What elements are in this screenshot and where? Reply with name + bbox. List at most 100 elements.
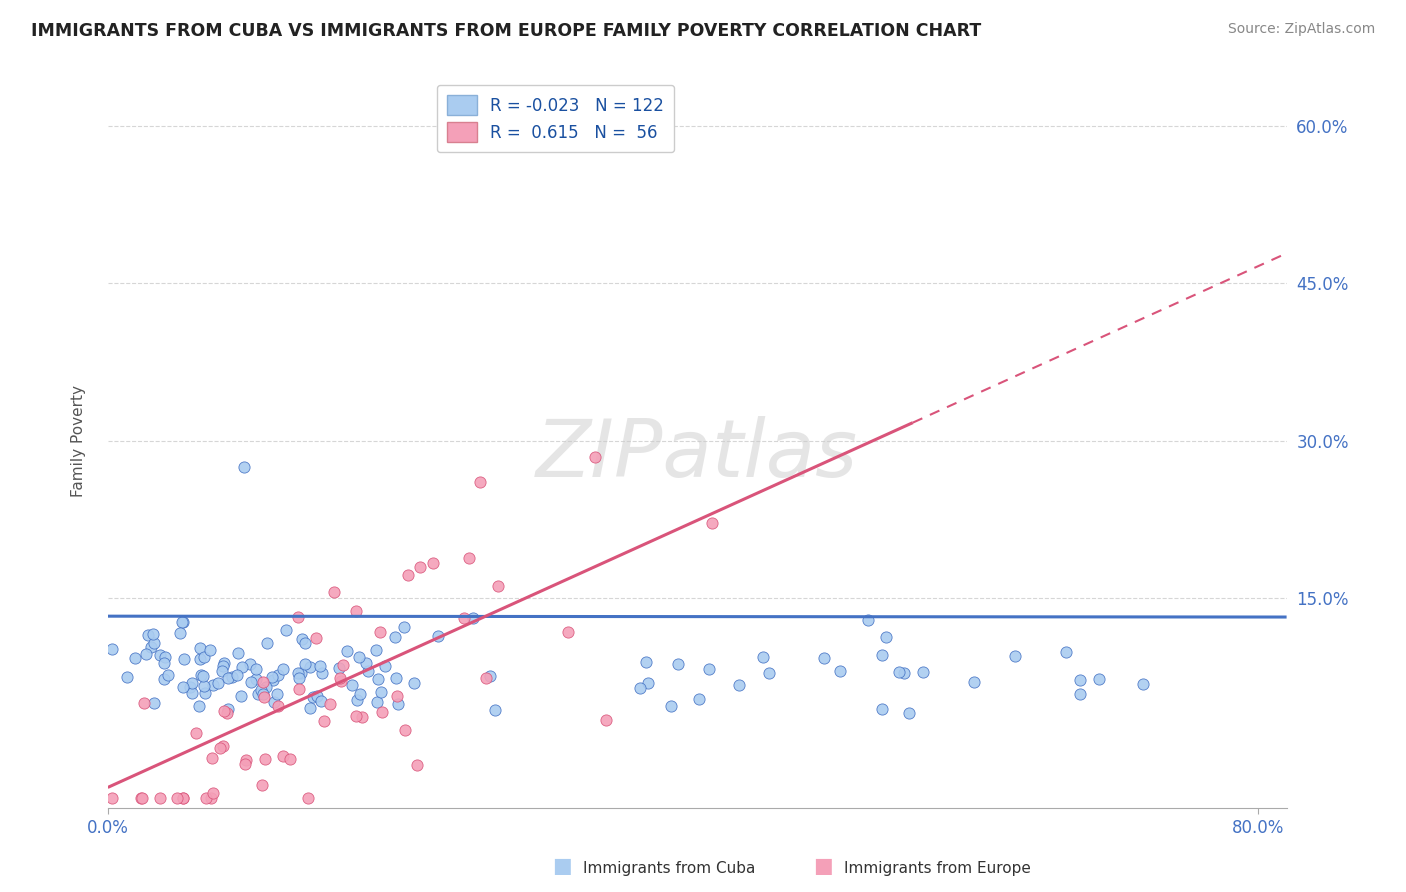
Point xyxy=(132,696,155,710)
Point xyxy=(294,636,316,650)
Point xyxy=(963,675,986,690)
Point xyxy=(267,668,290,682)
Point xyxy=(1004,648,1026,663)
Point xyxy=(1069,673,1091,687)
Point xyxy=(870,648,893,662)
Point xyxy=(267,699,290,714)
Point xyxy=(344,709,367,723)
Point xyxy=(426,629,449,643)
Point xyxy=(697,662,720,676)
Point xyxy=(226,646,249,660)
Point xyxy=(153,656,176,670)
Point xyxy=(287,609,309,624)
Point xyxy=(180,686,202,700)
Point xyxy=(201,751,224,765)
Point xyxy=(352,709,374,723)
Point xyxy=(117,670,139,684)
Point xyxy=(287,682,309,697)
Point xyxy=(328,661,350,675)
Point xyxy=(245,672,267,686)
Point xyxy=(323,584,346,599)
Point xyxy=(394,620,416,634)
Point xyxy=(856,613,879,627)
Point xyxy=(398,567,420,582)
Point xyxy=(889,665,911,679)
Point xyxy=(212,739,235,754)
Point xyxy=(557,625,579,640)
Point xyxy=(309,658,332,673)
Point xyxy=(630,681,652,695)
Point xyxy=(231,659,253,673)
Point xyxy=(194,686,217,700)
Point xyxy=(484,703,506,717)
Point xyxy=(262,673,284,687)
Point xyxy=(305,631,328,645)
Point xyxy=(156,667,179,681)
Point xyxy=(374,659,396,673)
Point xyxy=(354,657,377,671)
Point xyxy=(252,675,274,690)
Point xyxy=(239,657,262,671)
Point xyxy=(173,651,195,665)
Point xyxy=(256,635,278,649)
Point xyxy=(297,791,319,805)
Point xyxy=(595,714,617,728)
Point xyxy=(166,791,188,805)
Point xyxy=(453,611,475,625)
Point xyxy=(637,676,659,690)
Point xyxy=(142,627,165,641)
Point xyxy=(309,694,332,708)
Point xyxy=(170,615,193,629)
Point xyxy=(276,623,298,637)
Point xyxy=(1069,686,1091,700)
Point xyxy=(153,650,176,665)
Point xyxy=(129,791,152,805)
Point xyxy=(311,666,333,681)
Point xyxy=(290,665,312,680)
Point xyxy=(190,640,212,655)
Point xyxy=(752,650,775,665)
Point xyxy=(666,657,689,672)
Legend: R = -0.023   N = 122, R =  0.615   N =  56: R = -0.023 N = 122, R = 0.615 N = 56 xyxy=(437,85,675,153)
Point xyxy=(288,671,311,685)
Point xyxy=(136,628,159,642)
Point xyxy=(875,630,897,644)
Point xyxy=(332,657,354,672)
Point xyxy=(1132,677,1154,691)
Point xyxy=(252,690,274,705)
Point xyxy=(246,687,269,701)
Point xyxy=(384,671,406,685)
Point xyxy=(201,786,224,800)
Point xyxy=(271,748,294,763)
Point xyxy=(101,791,124,805)
Point xyxy=(201,678,224,692)
Point xyxy=(231,689,253,703)
Point xyxy=(422,556,444,570)
Point xyxy=(349,687,371,701)
Point xyxy=(200,791,222,805)
Point xyxy=(346,693,368,707)
Point xyxy=(1088,672,1111,686)
Point xyxy=(180,676,202,690)
Point xyxy=(211,664,233,678)
Point xyxy=(357,664,380,678)
Point xyxy=(727,678,749,692)
Point xyxy=(149,648,172,662)
Point xyxy=(252,687,274,701)
Point xyxy=(583,450,606,465)
Point xyxy=(194,791,217,805)
Point xyxy=(898,706,921,720)
Point xyxy=(278,752,301,766)
Point xyxy=(254,752,277,766)
Point xyxy=(217,671,239,685)
Point xyxy=(179,681,201,695)
Point xyxy=(254,680,277,694)
Point xyxy=(221,671,243,685)
Point xyxy=(318,697,340,711)
Point xyxy=(294,657,316,672)
Point xyxy=(470,475,492,489)
Point xyxy=(912,665,935,680)
Point xyxy=(139,640,162,655)
Point xyxy=(329,671,352,685)
Point xyxy=(367,672,389,686)
